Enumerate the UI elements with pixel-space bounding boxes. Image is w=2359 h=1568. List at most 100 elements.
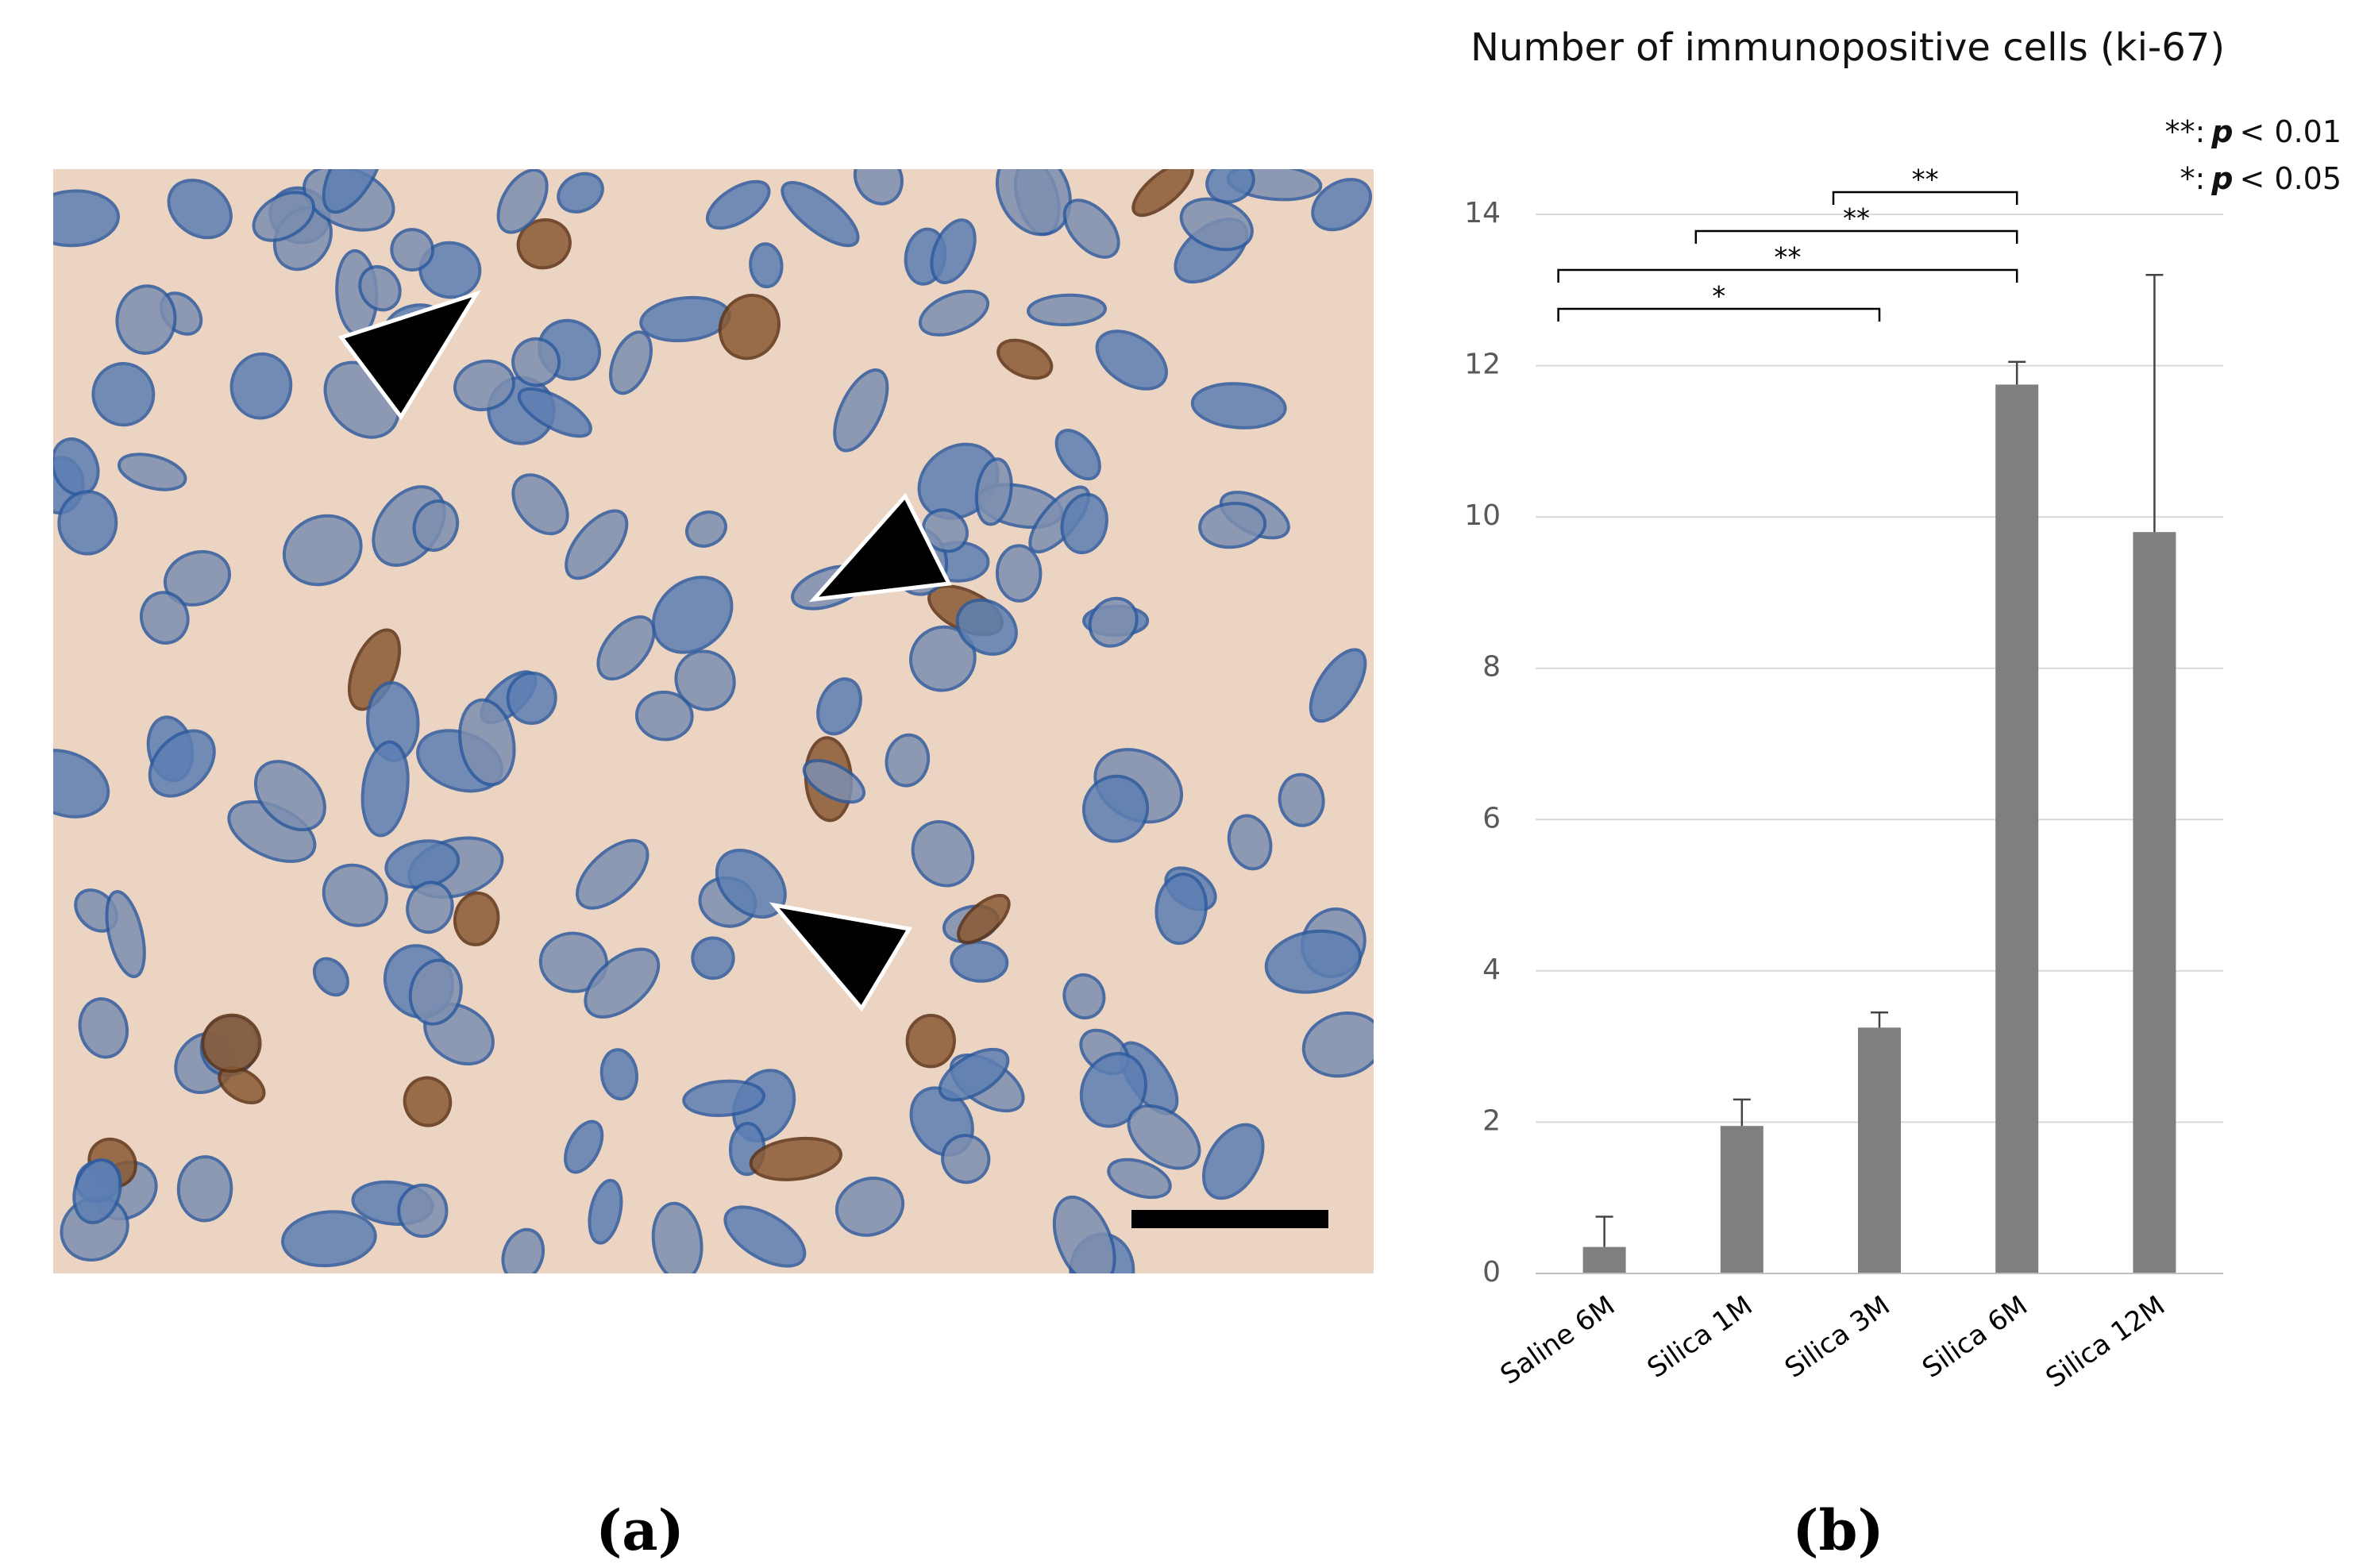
nucleus xyxy=(501,1227,545,1273)
nucleus xyxy=(557,171,604,214)
x-tick-label: Silica 6M xyxy=(1917,1289,2033,1385)
chart-title: Number of immunopositive cells (ki-67) xyxy=(1471,25,2225,70)
nucleus xyxy=(833,368,889,453)
nucleus xyxy=(995,169,1072,237)
nucleus xyxy=(1081,774,1150,843)
nucleus xyxy=(1062,198,1120,259)
y-tick-label: 4 xyxy=(1482,954,1501,986)
nucleus xyxy=(1154,873,1208,946)
y-tick-label: 10 xyxy=(1464,499,1501,532)
nucleus xyxy=(91,362,156,427)
nucleus xyxy=(390,228,435,272)
bar xyxy=(1720,1126,1763,1273)
nucleus xyxy=(938,1047,1010,1102)
nucleus xyxy=(167,179,233,240)
nucleus xyxy=(201,1013,262,1073)
note-p: p xyxy=(2211,161,2233,196)
nucleus xyxy=(955,598,1018,656)
bar xyxy=(1858,1027,1901,1273)
bar xyxy=(1582,1246,1626,1273)
x-tick-label: Silica 12M xyxy=(2040,1289,2171,1394)
nucleus xyxy=(105,890,146,979)
nucleus xyxy=(458,698,516,787)
note-stars: *: xyxy=(2180,161,2205,196)
nucleus xyxy=(905,1013,956,1069)
nucleus xyxy=(322,169,384,214)
nucleus xyxy=(930,218,977,284)
nucleus xyxy=(950,940,1009,983)
nucleus xyxy=(57,490,118,556)
nucleus xyxy=(53,189,121,248)
nucleus xyxy=(312,957,349,997)
arrowhead xyxy=(808,492,952,603)
nucleus xyxy=(941,1134,991,1185)
arrowhead xyxy=(337,290,481,421)
nucleus xyxy=(691,936,735,980)
p-value-note: **: p < 0.01 xyxy=(2164,114,2342,149)
significance-label: * xyxy=(1712,281,1725,313)
nucleus xyxy=(588,1178,623,1245)
nucleus xyxy=(408,958,463,1026)
x-tick-label: Silica 3M xyxy=(1779,1289,1896,1385)
nucleus xyxy=(148,729,216,798)
nucleus xyxy=(517,387,592,438)
nucleus xyxy=(705,179,771,230)
nucleus xyxy=(1095,329,1168,391)
nucleus xyxy=(412,499,460,553)
note-rest: < 0.05 xyxy=(2239,161,2342,196)
nucleus xyxy=(1027,293,1107,326)
x-tick-label: Silica 1M xyxy=(1642,1289,1759,1385)
nucleus xyxy=(835,1177,905,1237)
nucleus xyxy=(322,863,388,927)
nucleus xyxy=(1205,169,1255,204)
note-p: p xyxy=(2211,114,2233,149)
nucleus xyxy=(453,359,515,412)
nucleus xyxy=(718,294,781,360)
nucleus xyxy=(918,289,990,337)
nucleus xyxy=(281,1210,377,1268)
note-rest: < 0.01 xyxy=(2239,114,2342,149)
nucleus xyxy=(253,760,326,832)
nucleus xyxy=(1179,197,1254,252)
nucleus xyxy=(723,1205,807,1268)
y-tick-label: 8 xyxy=(1482,651,1501,684)
nucleus xyxy=(1227,814,1273,871)
nucleus xyxy=(1131,169,1194,218)
nucleus xyxy=(358,265,402,312)
bar xyxy=(2133,532,2176,1273)
nucleus xyxy=(118,453,187,491)
nucleus xyxy=(995,544,1043,603)
nucleus xyxy=(599,1048,638,1101)
nucleus xyxy=(974,457,1013,526)
significance-bracket xyxy=(1557,268,2018,283)
nucleus xyxy=(511,473,569,536)
nucleus xyxy=(506,671,557,725)
nucleus xyxy=(609,330,653,395)
nucleus xyxy=(218,1065,266,1104)
nucleus xyxy=(885,733,931,788)
nucleus xyxy=(252,191,316,242)
nucleus xyxy=(1127,1104,1201,1170)
scale-bar xyxy=(1131,1210,1328,1228)
bar xyxy=(1995,384,2039,1274)
significance-label: ** xyxy=(1774,242,1801,274)
micrograph xyxy=(53,169,1374,1273)
error-bar xyxy=(1595,1215,1613,1247)
nucleus xyxy=(1052,1195,1116,1273)
nucleus xyxy=(53,749,110,819)
nucleus xyxy=(1311,178,1373,232)
y-tick-label: 2 xyxy=(1482,1104,1501,1137)
nucleus xyxy=(749,242,784,289)
significance-bracket xyxy=(1557,307,1881,322)
nucleus xyxy=(1079,1052,1147,1128)
y-tick-label: 12 xyxy=(1464,349,1501,381)
panel-label: (a) xyxy=(596,1497,684,1563)
nucleus xyxy=(911,820,975,888)
nucleus xyxy=(115,284,177,355)
nucleus xyxy=(651,1201,703,1273)
nucleus xyxy=(816,677,862,736)
nucleus xyxy=(682,1079,765,1117)
error-bar xyxy=(1733,1098,1751,1127)
nucleus xyxy=(1060,492,1108,555)
nucleus xyxy=(496,169,549,234)
